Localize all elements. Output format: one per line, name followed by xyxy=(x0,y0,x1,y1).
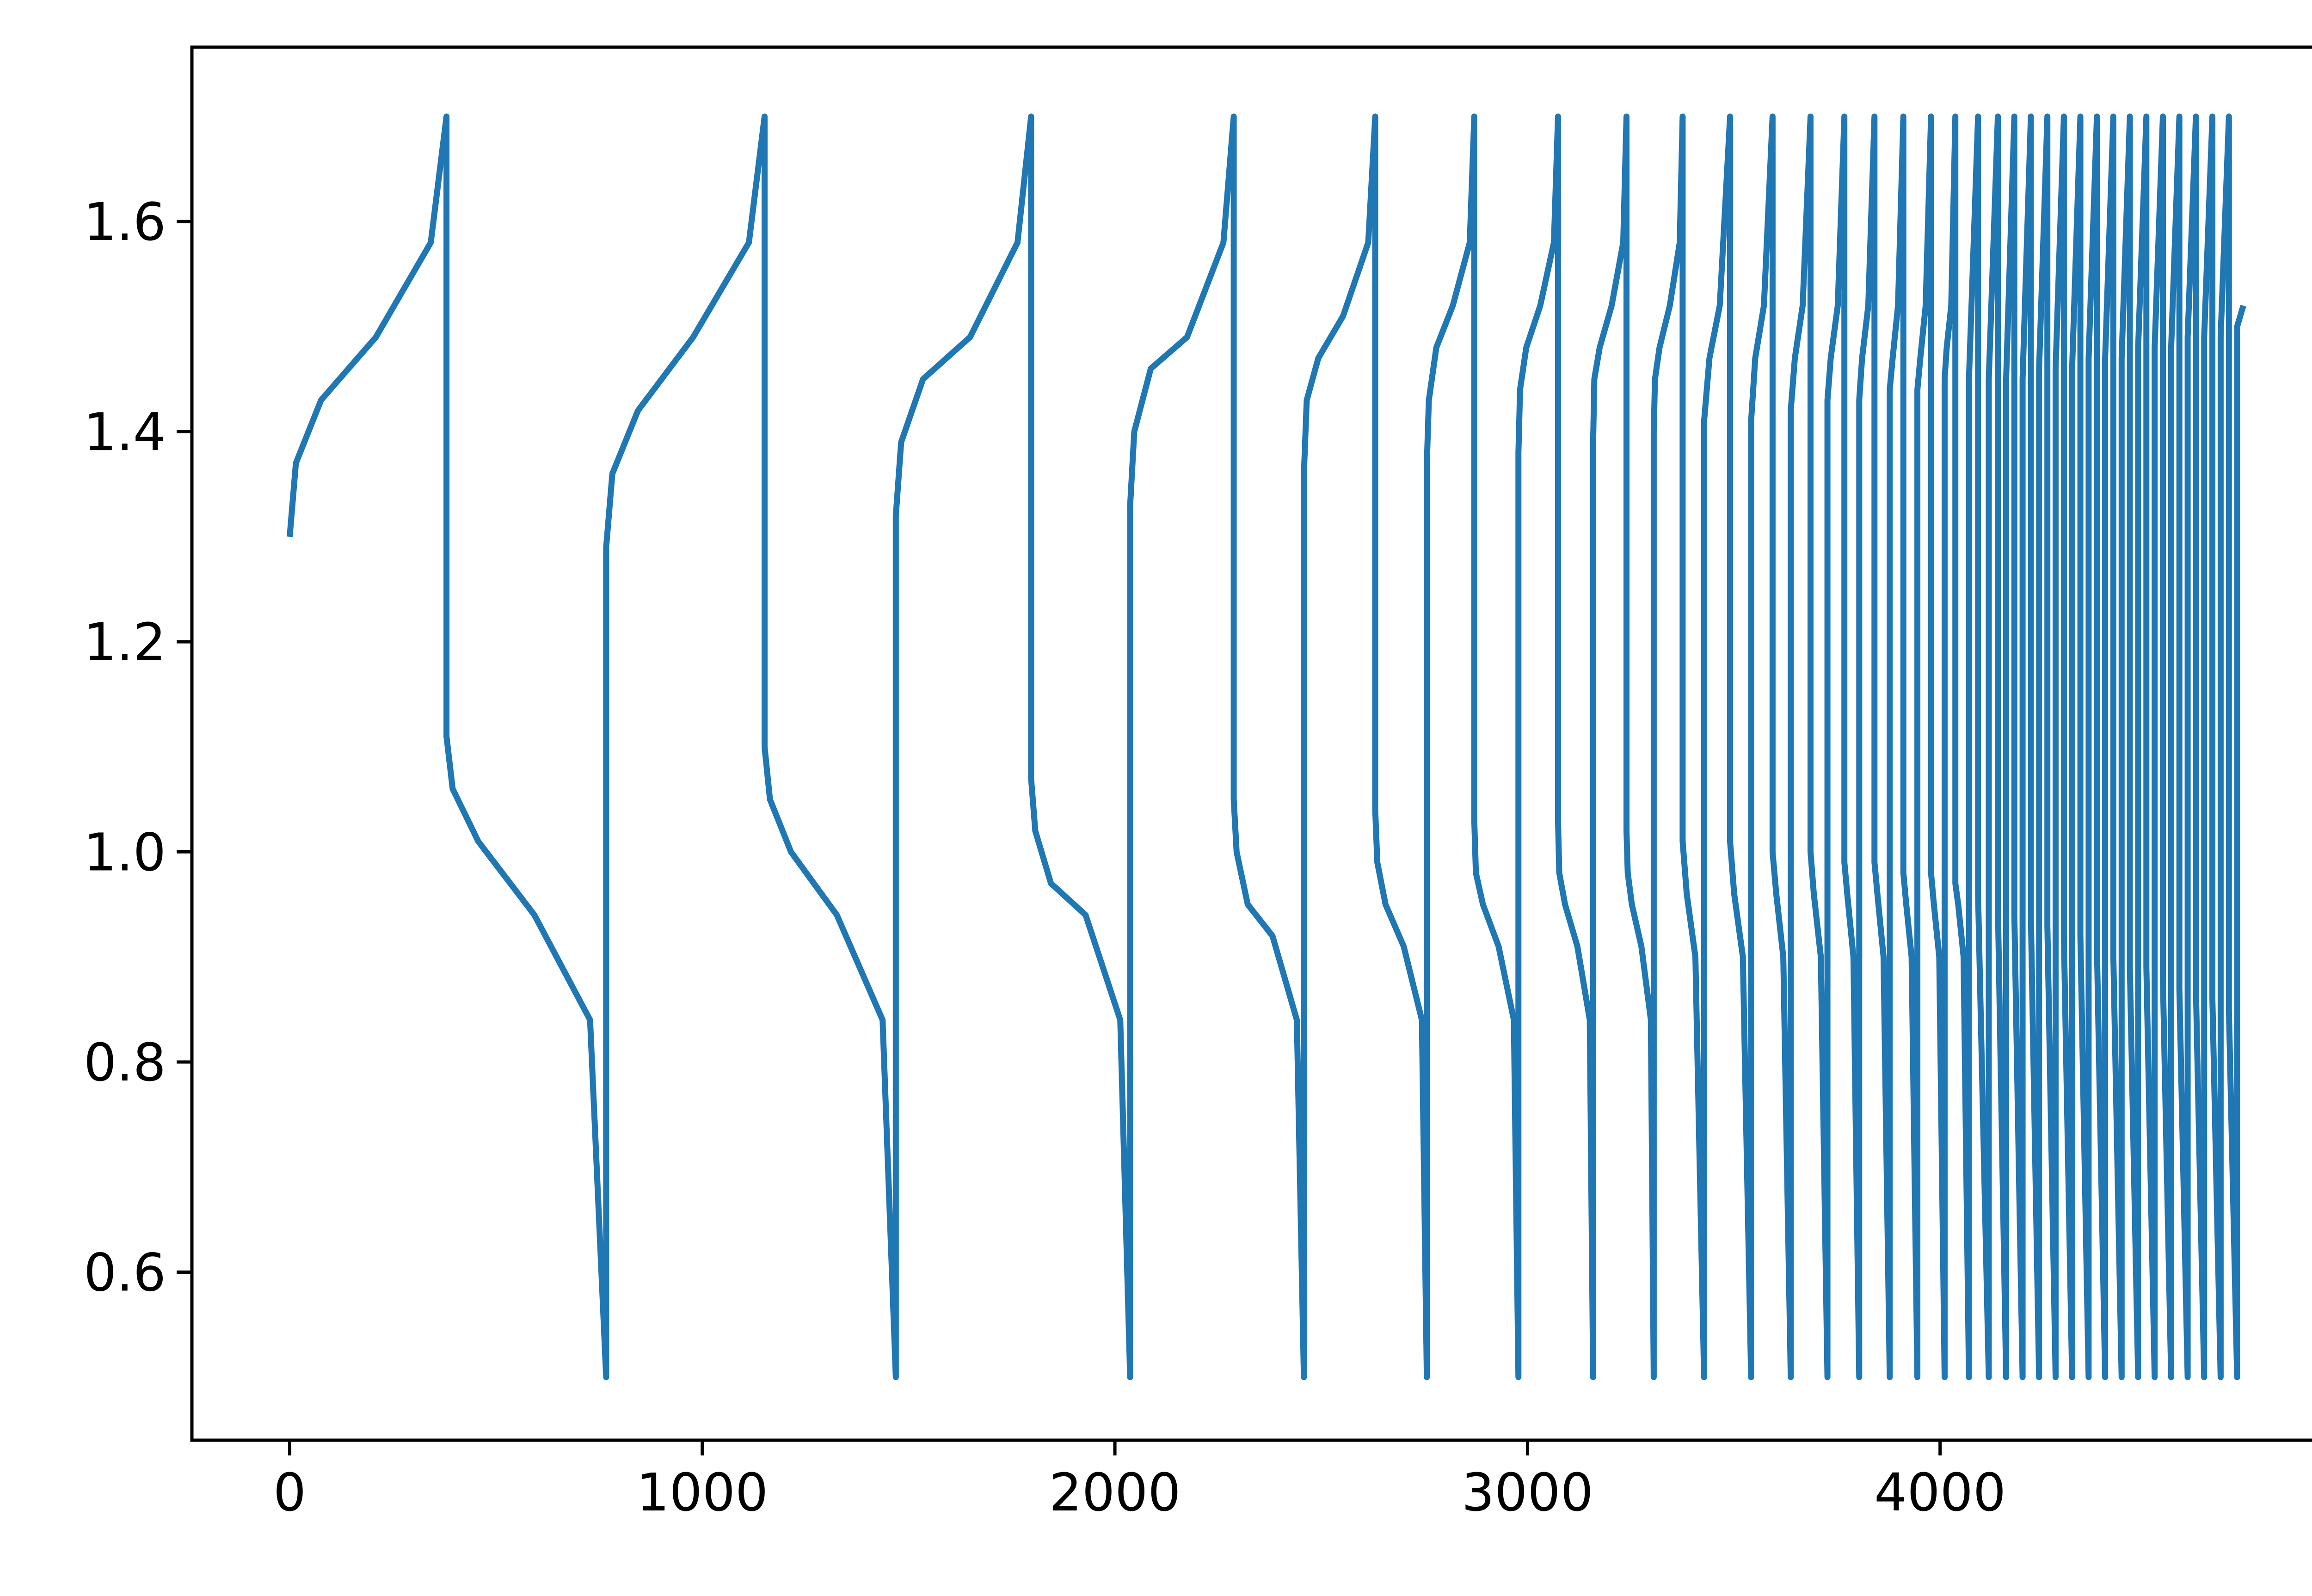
x-tick-label: 3000 xyxy=(1462,1463,1593,1523)
y-tick-label: 1.6 xyxy=(84,192,166,252)
y-tick-label: 1.2 xyxy=(84,613,166,673)
y-tick-label: 0.6 xyxy=(84,1243,166,1303)
y-tick-label: 0.8 xyxy=(84,1033,166,1093)
line-series xyxy=(287,113,2246,1381)
x-tick-label: 0 xyxy=(273,1463,306,1523)
y-tick-label: 1.0 xyxy=(84,823,166,883)
plot-frame xyxy=(190,45,2312,1442)
y-tick-label: 1.4 xyxy=(84,403,166,463)
x-tick-label: 1000 xyxy=(636,1463,768,1523)
x-tick-label: 4000 xyxy=(1874,1463,2006,1523)
x-tick-label: 2000 xyxy=(1049,1463,1181,1523)
